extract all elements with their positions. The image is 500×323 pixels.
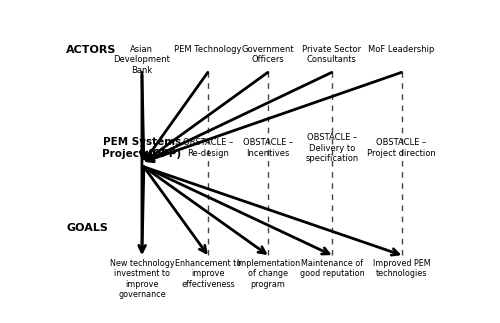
Text: Government
Officers: Government Officers [242,45,294,64]
Text: New technology
investment to
improve
governance: New technology investment to improve gov… [110,259,174,299]
Text: OBSTACLE –
Re-design: OBSTACLE – Re-design [182,139,233,158]
Text: OBSTACLE –
Delivery to
specification: OBSTACLE – Delivery to specification [305,133,358,163]
FancyArrowPatch shape [146,72,268,160]
FancyArrowPatch shape [139,167,145,252]
FancyArrowPatch shape [144,167,399,255]
Text: OBSTACLE –
Project direction: OBSTACLE – Project direction [367,139,436,158]
Text: ACTORS: ACTORS [66,45,117,55]
Text: Implementation
of change
program: Implementation of change program [236,259,300,289]
Text: GOALS: GOALS [66,223,108,233]
Text: PEM Systems
Project (OPP): PEM Systems Project (OPP) [102,137,182,159]
Text: Enhancement to
improve
effectiveness: Enhancement to improve effectiveness [174,259,241,289]
FancyArrowPatch shape [146,72,332,161]
Text: Asian
Development
Bank: Asian Development Bank [114,45,170,75]
FancyArrowPatch shape [144,167,266,253]
FancyArrowPatch shape [140,72,147,159]
Text: OBSTACLE –
Incentives: OBSTACLE – Incentives [243,139,293,158]
Text: Maintenance of
good reputation: Maintenance of good reputation [300,259,364,278]
FancyArrowPatch shape [144,167,206,253]
FancyArrowPatch shape [147,72,402,162]
Text: Private Sector
Consultants: Private Sector Consultants [302,45,362,64]
Text: MoF Leadership: MoF Leadership [368,45,435,54]
FancyArrowPatch shape [146,72,208,159]
Text: Improved PEM
technologies: Improved PEM technologies [373,259,430,278]
Text: PEM Technology: PEM Technology [174,45,242,54]
FancyArrowPatch shape [144,167,329,254]
